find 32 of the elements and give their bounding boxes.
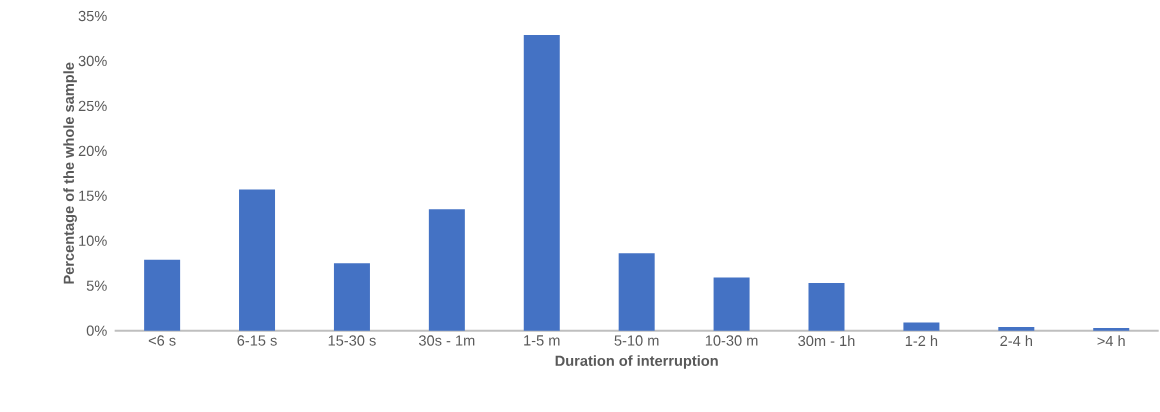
y-tick-label: 35%: [78, 10, 107, 22]
x-axis-title: Duration of interruption: [555, 355, 718, 369]
x-tick-label: 10-30 m: [705, 335, 758, 346]
x-tick-label: 30s - 1m: [418, 335, 475, 346]
bar: [713, 277, 750, 331]
bar: [239, 189, 276, 331]
y-axis-title: Percentage of the whole sample: [63, 62, 77, 284]
y-tick-label: 10%: [79, 235, 107, 246]
x-tick-label: 15-30 s: [328, 335, 376, 346]
x-tick-label: <6 s: [148, 335, 176, 346]
bar: [998, 327, 1035, 331]
bar: [1093, 327, 1130, 331]
y-tick-label: 20%: [78, 145, 107, 157]
x-tick-label: 5-10 m: [614, 335, 659, 346]
x-tick-label: 1-2 h: [905, 335, 938, 346]
bar: [523, 34, 560, 331]
y-tick-label: 15%: [79, 190, 107, 201]
y-tick-label: 30%: [78, 55, 107, 67]
x-tick-label: 30m - 1h: [798, 335, 855, 347]
y-tick-label: 0%: [86, 325, 107, 336]
x-tick-label: 6-15 s: [237, 335, 277, 346]
bar: [618, 253, 655, 331]
y-tick-label: 25%: [78, 100, 107, 112]
bar: [428, 209, 465, 331]
x-tick-label: 2-4 h: [1000, 335, 1032, 346]
x-tick-label: 1-5 m: [524, 335, 560, 346]
y-tick-label: 5%: [86, 280, 107, 291]
bar: [333, 263, 370, 331]
x-tick-label: >4 h: [1097, 335, 1125, 346]
bar: [808, 283, 845, 331]
bar: [903, 322, 940, 331]
bar: [144, 259, 181, 331]
